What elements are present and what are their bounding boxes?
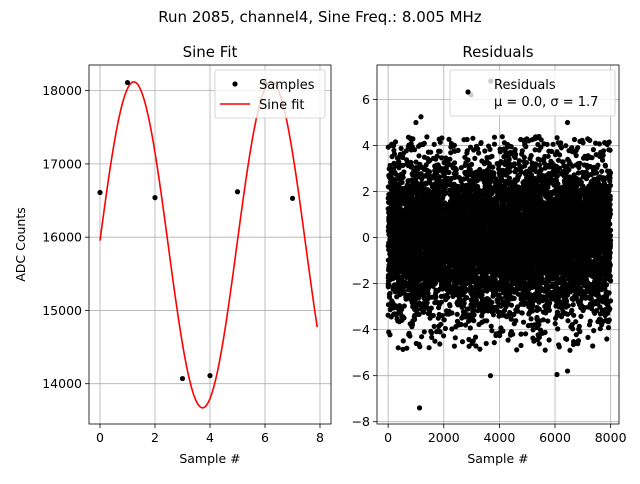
residuals-xlabel: Sample # [467, 451, 528, 466]
sine-fit-ylabel: ADC Counts [13, 207, 28, 282]
sine-fit-y-tick-label: 15000 [42, 303, 82, 318]
residual-outlier-point [413, 119, 419, 126]
sample-point [179, 375, 186, 382]
sine-fit-x-tick-label: 8 [316, 430, 324, 445]
sine-fit-xlabel: Sample # [179, 451, 240, 466]
figure-suptitle: Run 2085, channel4, Sine Freq.: 8.005 MH… [158, 8, 482, 26]
sine-fit-x-tick-label: 0 [96, 430, 104, 445]
residuals-legend-box [449, 69, 616, 117]
sine-fit-grid [89, 65, 331, 424]
sample-point [152, 195, 158, 201]
residuals-x-tick-label: 4000 [483, 430, 515, 445]
residuals-legend: Residuals μ = 0.0, σ = 1.7 [449, 69, 616, 117]
sine-fit-legend-box [214, 69, 326, 119]
residuals-x-tick-label: 8000 [595, 430, 627, 445]
residuals-y-tick-label: −8 [352, 414, 370, 429]
sine-fit-x-tick-label: 4 [206, 430, 214, 445]
sine-fit-y-tick-label: 17000 [42, 156, 82, 171]
sine-fit-x-tick-label: 2 [151, 430, 159, 445]
residuals-y-tick-label: −6 [352, 368, 370, 383]
sine-fit-panel: 0 2 4 6 8 14000 15000 16000 17000 18000 Sine Fit… [13, 43, 332, 466]
legend-sine-fit-label: Sine fit [259, 98, 305, 113]
legend-samples-marker [232, 81, 238, 87]
legend-residuals-marker [465, 89, 471, 95]
residuals-y-tick-label: −2 [352, 276, 370, 291]
sine-fit-x-tick-label: 6 [261, 430, 269, 445]
sample-point [124, 79, 131, 86]
residual-outlier-point [416, 405, 423, 411]
sine-fit-y-tick-label: 18000 [42, 83, 82, 98]
sine-fit-y-ticks: 14000 15000 16000 17000 18000 [42, 83, 89, 391]
residuals-title: Residuals [462, 43, 533, 61]
sample-point [289, 195, 296, 201]
residual-outlier-point [564, 368, 571, 374]
residuals-y-tick-label: −4 [352, 322, 370, 337]
residuals-axes-frame [376, 64, 620, 425]
residuals-x-tick-label: 0 [384, 430, 392, 445]
legend-samples-label: Samples [259, 78, 315, 93]
residuals-panel: 0 2000 4000 6000 8000 −8 −6 −4 −2 0 2 4 6 Residuals… [352, 43, 627, 466]
residuals-x-ticks: 0 2000 4000 6000 8000 [384, 424, 627, 445]
sample-point [97, 189, 103, 196]
residuals-y-tick-label: 6 [362, 92, 370, 107]
sine-fit-x-ticks: 0 2 4 6 8 [96, 424, 324, 445]
residuals-x-tick-label: 2000 [428, 430, 460, 445]
samples-points [97, 79, 296, 382]
sine-fit-legend: Samples Sine fit [214, 69, 326, 119]
residuals-y-tick-label: 4 [362, 138, 370, 153]
sine-fit-title: Sine Fit [183, 43, 238, 61]
sine-fit-curve [99, 81, 319, 409]
residuals-y-tick-label: 2 [362, 184, 370, 199]
residuals-y-tick-label: 0 [362, 230, 370, 245]
residual-outlier-point [554, 371, 560, 378]
residuals-y-ticks: −8 −6 −4 −2 0 2 4 6 [352, 92, 377, 429]
sine-fit-y-tick-label: 16000 [42, 230, 82, 245]
residual-outlier-point [418, 114, 424, 120]
sample-point [234, 189, 241, 195]
sample-point [207, 373, 213, 379]
residuals-x-tick-label: 6000 [539, 430, 571, 445]
sine-fit-plot-area [97, 79, 319, 409]
residual-outlier-point [487, 373, 494, 379]
residual-outlier-point [564, 119, 571, 126]
legend-residuals-stats: μ = 0.0, σ = 1.7 [494, 95, 598, 110]
residual-point-cloud [385, 133, 614, 353]
sine-fit-y-tick-label: 14000 [42, 376, 82, 391]
legend-residuals-label: Residuals [494, 78, 556, 93]
